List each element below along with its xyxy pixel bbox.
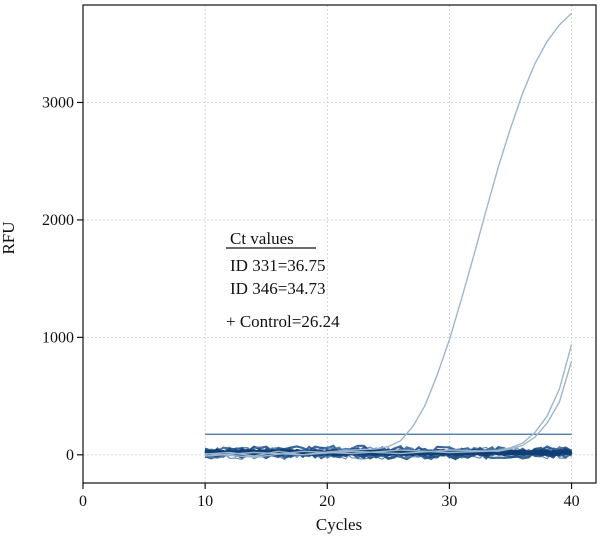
y-tick-label: 0 <box>66 447 74 464</box>
amplification-curve-3 <box>205 360 573 457</box>
ct-values-annotation: Ct values ID 331=36.75 ID 346=34.73 + Co… <box>226 229 340 331</box>
x-axis-title: Cycles <box>316 515 362 534</box>
x-tick-label: 10 <box>197 493 213 510</box>
baseline-curve <box>204 447 572 457</box>
amplification-curve-2 <box>205 344 573 458</box>
x-tick-label: 40 <box>564 493 580 510</box>
ct-value-id346: ID 346=34.73 <box>230 279 326 298</box>
ct-value-control: + Control=26.24 <box>226 312 340 331</box>
y-tick-label: 1000 <box>42 329 74 346</box>
ct-value-id331: ID 331=36.75 <box>230 256 326 275</box>
ct-values-heading: Ct values <box>230 229 294 248</box>
y-tick-label: 2000 <box>42 212 74 229</box>
amplification-series <box>205 12 573 458</box>
x-axis-ticks: 0 10 20 30 40 <box>79 483 580 510</box>
plot-frame <box>82 4 597 484</box>
x-tick-label: 0 <box>79 493 87 510</box>
y-tick-label: 3000 <box>42 94 74 111</box>
grid-lines <box>83 5 596 483</box>
x-tick-label: 30 <box>441 493 457 510</box>
x-tick-label: 20 <box>319 493 335 510</box>
y-axis-title: RFU <box>0 221 18 254</box>
baseline-curve <box>204 449 572 460</box>
y-axis-ticks: 0 1000 2000 3000 <box>42 94 83 464</box>
